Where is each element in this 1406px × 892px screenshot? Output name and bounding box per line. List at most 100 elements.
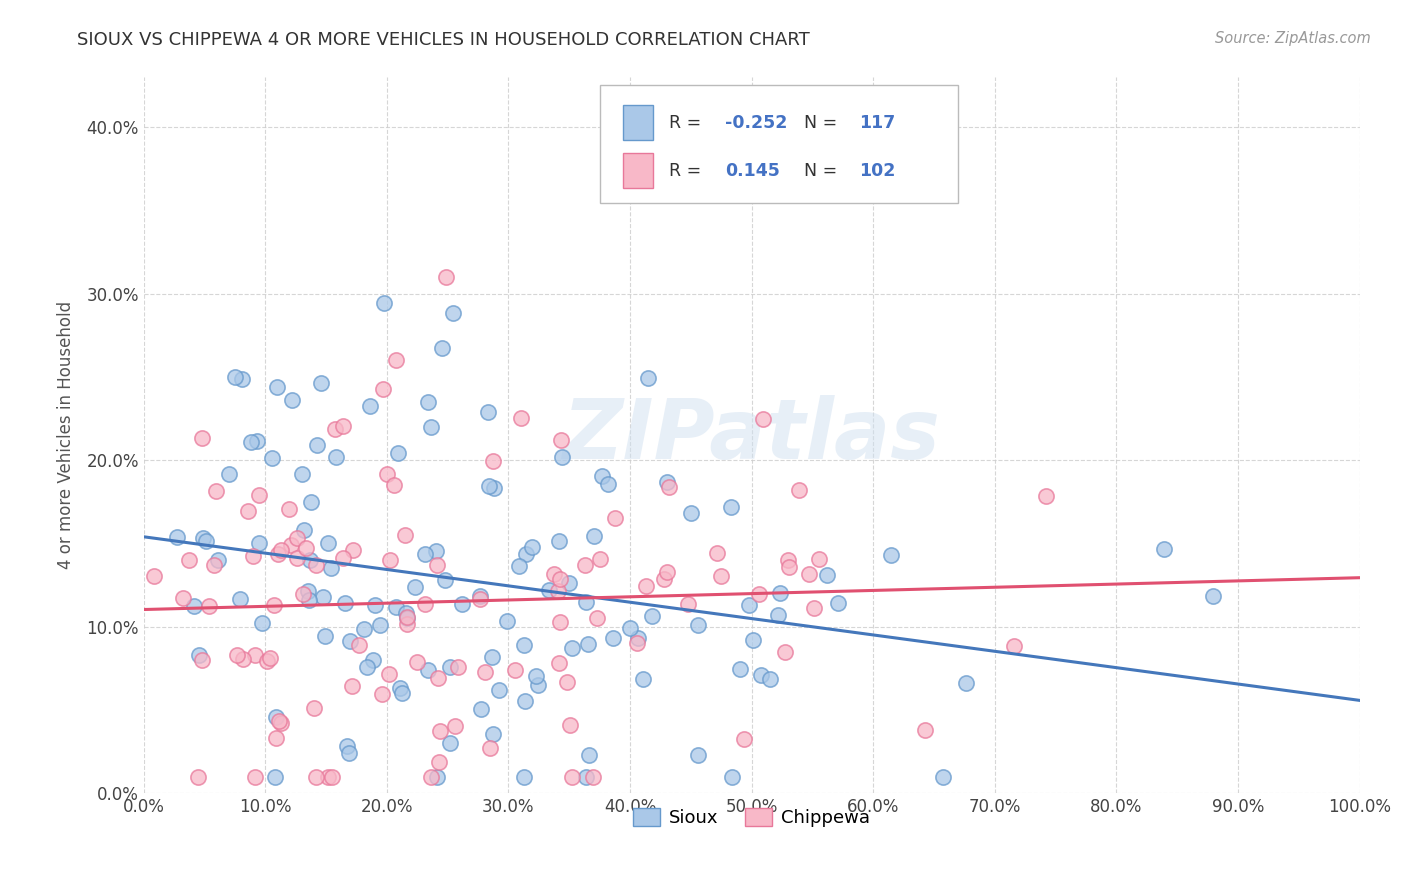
Point <box>359 399 381 413</box>
Point <box>298 593 321 607</box>
Point <box>312 590 335 604</box>
Point <box>626 635 648 649</box>
Point <box>827 596 849 610</box>
Point <box>561 770 583 784</box>
Point <box>477 405 499 419</box>
Point <box>187 770 209 784</box>
Point <box>427 755 450 769</box>
Point <box>245 770 267 784</box>
Point <box>470 592 492 607</box>
Point <box>337 746 360 760</box>
Point <box>439 660 461 674</box>
Point <box>619 621 641 635</box>
Point <box>395 610 418 624</box>
Point <box>637 370 659 384</box>
Point <box>513 638 536 652</box>
Point <box>166 530 188 544</box>
Point <box>603 511 626 525</box>
Point <box>548 615 571 629</box>
Point <box>688 748 710 763</box>
Point <box>304 701 326 715</box>
Point <box>759 672 782 686</box>
Point <box>375 467 398 481</box>
Y-axis label: 4 or more Vehicles in Household: 4 or more Vehicles in Household <box>58 301 75 569</box>
Point <box>515 694 537 708</box>
Point <box>307 438 329 452</box>
Point <box>481 727 503 741</box>
Point <box>710 568 733 582</box>
Point <box>292 523 315 537</box>
Point <box>548 534 571 549</box>
Point <box>636 578 658 592</box>
Point <box>547 584 569 599</box>
Point <box>578 747 600 762</box>
Point <box>285 550 308 565</box>
Point <box>299 495 322 509</box>
Point <box>321 770 343 784</box>
Point <box>914 723 936 738</box>
Text: 117: 117 <box>859 113 894 131</box>
Point <box>406 656 429 670</box>
Point <box>720 500 742 514</box>
Text: Source: ZipAtlas.com: Source: ZipAtlas.com <box>1215 31 1371 46</box>
Text: -0.252: -0.252 <box>725 113 787 131</box>
Point <box>561 641 583 656</box>
Point <box>205 483 228 498</box>
Text: N =: N = <box>804 161 842 179</box>
Point <box>524 669 547 683</box>
Text: R =: R = <box>669 161 707 179</box>
Point <box>285 531 308 545</box>
Point <box>589 552 612 566</box>
Point <box>733 732 755 747</box>
Point <box>508 558 530 573</box>
Point <box>373 296 395 310</box>
Point <box>238 504 260 518</box>
Point <box>394 528 416 542</box>
Point <box>242 549 264 564</box>
Point <box>247 488 270 502</box>
Point <box>652 572 675 586</box>
Point <box>474 665 496 679</box>
Point <box>509 411 531 425</box>
Point <box>385 352 408 367</box>
Point <box>364 599 387 613</box>
Point <box>575 595 598 609</box>
Point <box>574 558 596 573</box>
Point <box>305 558 328 572</box>
Point <box>479 741 502 756</box>
Point <box>706 546 728 560</box>
Point <box>679 506 702 520</box>
Point <box>627 632 650 646</box>
Point <box>416 664 439 678</box>
Point <box>742 633 765 648</box>
Point <box>391 686 413 700</box>
Point <box>550 433 572 447</box>
Point <box>773 645 796 659</box>
Point <box>264 731 287 745</box>
Point <box>496 615 519 629</box>
Point <box>641 609 664 624</box>
Point <box>425 544 447 558</box>
Point <box>270 543 292 558</box>
Point <box>513 770 536 784</box>
Point <box>378 667 401 681</box>
Point <box>340 680 363 694</box>
Point <box>728 662 751 676</box>
Point <box>395 607 418 621</box>
Point <box>451 597 474 611</box>
Point <box>478 479 501 493</box>
Point <box>432 341 454 355</box>
Point <box>426 770 449 784</box>
Point <box>323 422 346 436</box>
Point <box>263 598 285 612</box>
Point <box>548 572 571 586</box>
Point <box>488 682 510 697</box>
Point <box>264 770 287 784</box>
Point <box>787 483 810 498</box>
Point <box>470 702 492 716</box>
Point <box>1202 589 1225 603</box>
FancyBboxPatch shape <box>623 153 654 187</box>
Point <box>537 582 560 597</box>
Point <box>427 671 450 685</box>
Point <box>368 618 391 632</box>
